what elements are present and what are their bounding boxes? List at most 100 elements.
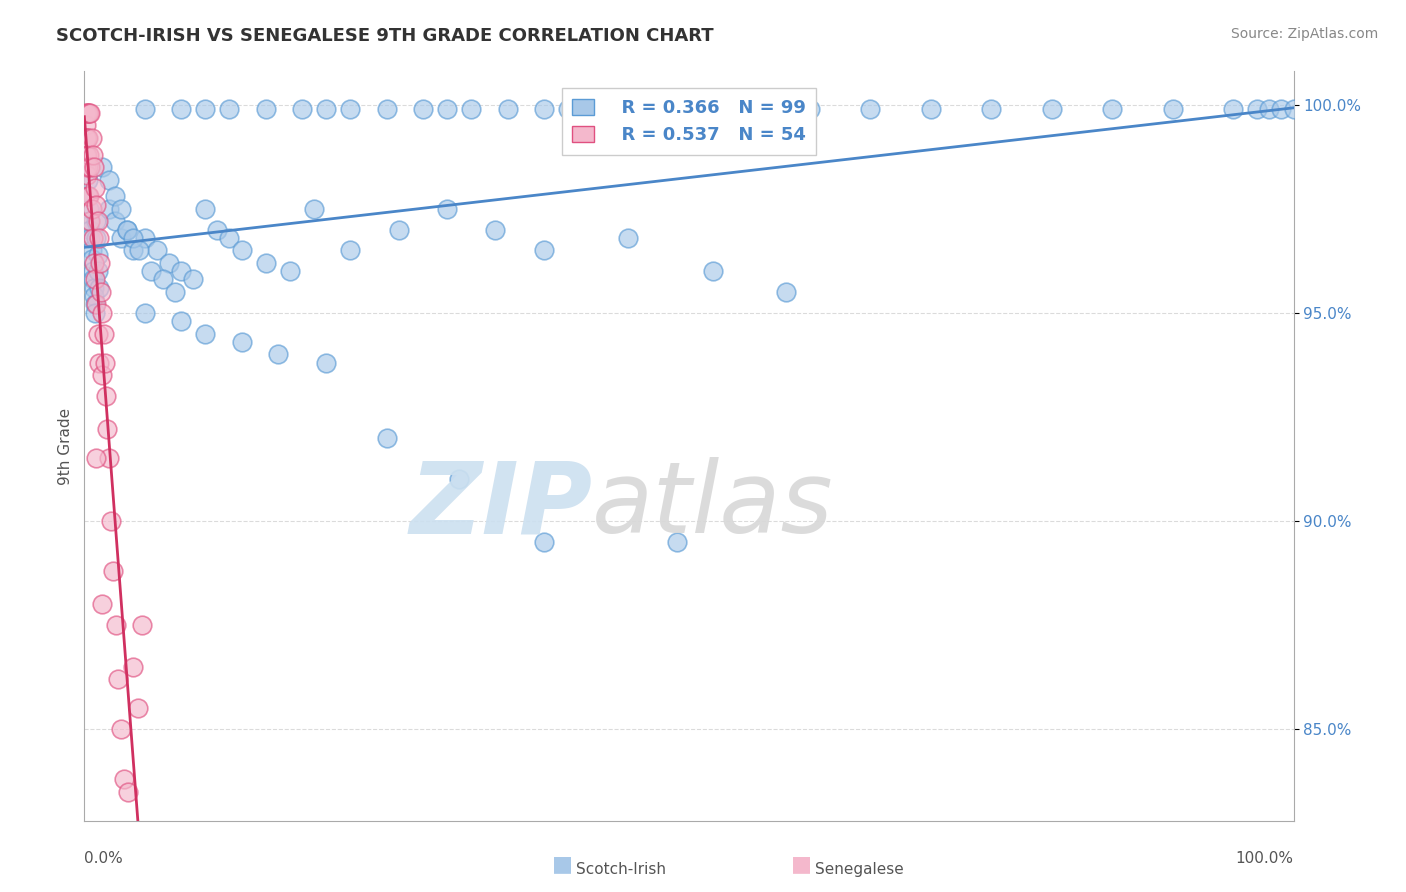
Point (254, 256, 277, 270)
Point (86, 214, 108, 228)
Point (86, 297, 108, 311)
Point (1101, 102, 1123, 116)
Point (86, 264, 108, 278)
Text: Source: ZipAtlas.com: Source: ZipAtlas.com (1230, 27, 1378, 41)
Point (82, 147, 104, 161)
Point (1258, 102, 1281, 116)
Point (75, 106, 97, 120)
Point (1282, 102, 1305, 116)
Point (436, 102, 458, 116)
Point (76, 147, 98, 161)
Point (104, 214, 127, 228)
Point (291, 102, 314, 116)
Point (436, 202, 458, 216)
Point (533, 102, 555, 116)
Point (449, 472, 471, 486)
Text: 0.0%: 0.0% (84, 851, 124, 865)
Point (484, 222, 506, 236)
Point (89, 256, 111, 270)
Text: 100.0%: 100.0% (1236, 851, 1294, 865)
Point (79, 214, 101, 228)
Point (920, 102, 942, 116)
Point (77, 131, 100, 145)
Point (100, 514, 122, 528)
Point (83, 289, 105, 303)
Point (617, 102, 640, 116)
Point (86, 197, 108, 211)
Point (77, 214, 100, 228)
Point (121, 244, 143, 258)
Text: atlas: atlas (592, 458, 834, 555)
Point (121, 659, 143, 673)
Point (170, 314, 193, 328)
Point (131, 618, 153, 632)
Point (86, 247, 108, 261)
Point (1270, 102, 1292, 116)
Point (76, 106, 98, 120)
Point (375, 102, 398, 116)
Point (80, 202, 103, 216)
Point (97, 202, 120, 216)
Point (103, 564, 125, 578)
Point (1222, 102, 1244, 116)
Point (121, 231, 143, 245)
Point (170, 102, 193, 116)
Point (82, 264, 104, 278)
Point (80, 244, 103, 258)
Point (86, 214, 108, 228)
Point (79, 160, 101, 174)
Point (83, 160, 105, 174)
Point (83, 281, 105, 295)
Point (617, 231, 640, 245)
Point (152, 272, 174, 286)
Point (91, 306, 114, 320)
Point (94, 389, 117, 403)
Point (267, 347, 290, 361)
Point (77, 189, 100, 203)
Point (557, 102, 579, 116)
Point (412, 102, 434, 116)
Text: ■: ■ (792, 854, 811, 873)
Point (79, 106, 101, 120)
Point (388, 222, 411, 236)
Point (315, 356, 337, 370)
Point (75, 147, 97, 161)
Point (107, 672, 129, 686)
Point (799, 102, 821, 116)
Point (84, 306, 107, 320)
Point (128, 244, 150, 258)
Point (79, 231, 101, 245)
Point (315, 102, 337, 116)
Point (84, 181, 107, 195)
Point (91, 368, 114, 383)
Text: ZIP: ZIP (409, 458, 592, 555)
Point (104, 189, 127, 203)
Point (77, 189, 100, 203)
Point (678, 102, 700, 116)
Point (75, 160, 97, 174)
Point (77, 189, 100, 203)
Point (278, 264, 301, 278)
Point (127, 701, 149, 715)
Point (90, 285, 112, 299)
Point (117, 784, 139, 798)
Point (94, 356, 117, 370)
Point (76, 169, 98, 183)
Point (339, 244, 361, 258)
Point (77, 160, 100, 174)
Point (96, 422, 118, 436)
Point (77, 202, 100, 216)
Point (110, 231, 132, 245)
Point (79, 222, 101, 236)
Point (533, 534, 555, 549)
Point (112, 772, 135, 786)
Text: ■: ■ (553, 854, 572, 873)
Point (76, 160, 98, 174)
Point (1040, 102, 1063, 116)
Point (702, 102, 724, 116)
Point (496, 102, 519, 116)
Point (134, 231, 156, 245)
Point (231, 244, 253, 258)
Text: Senegalese: Senegalese (815, 863, 904, 877)
Point (87, 281, 110, 295)
